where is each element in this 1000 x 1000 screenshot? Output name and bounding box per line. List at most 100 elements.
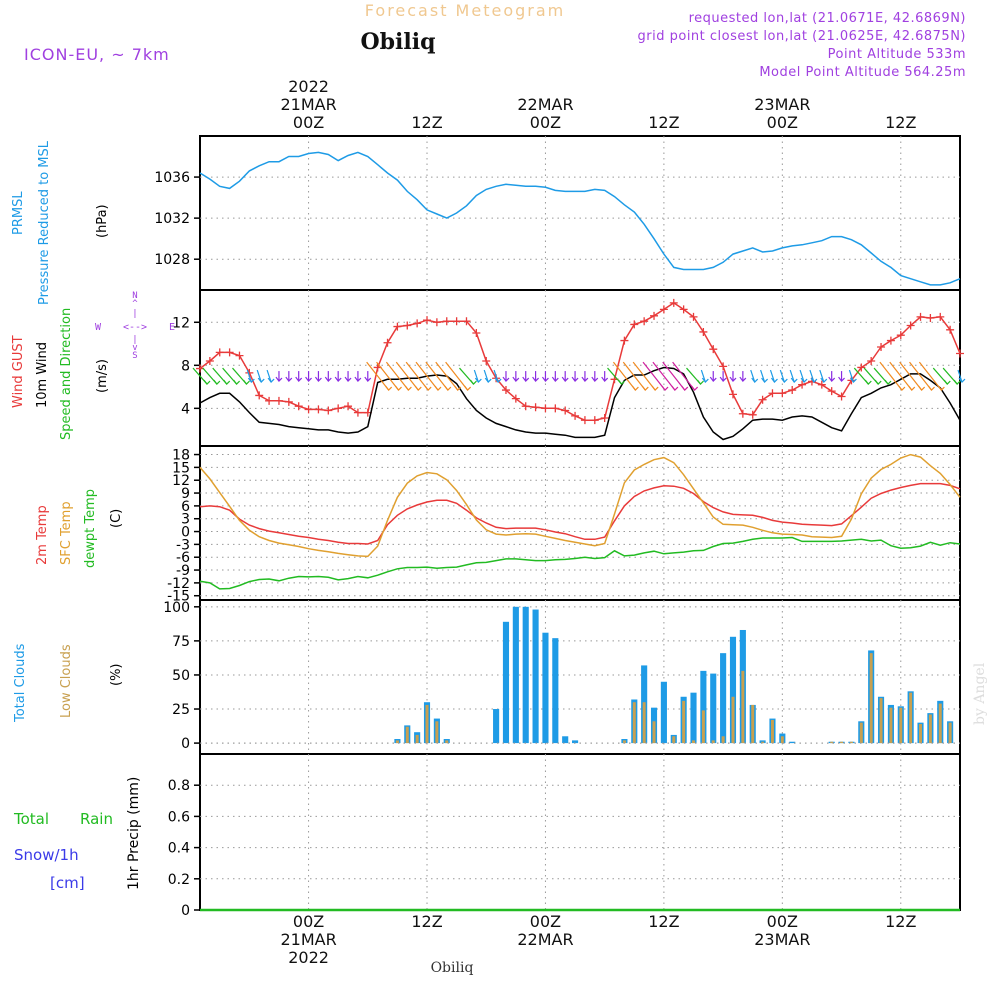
low-cloud-bar [899, 707, 903, 744]
y-tick-label: 1036 [154, 170, 190, 186]
info-line: grid point closest lon,lat (21.0625E, 42… [638, 29, 966, 44]
total-cloud-bar [522, 606, 529, 744]
gust-marker [531, 403, 540, 412]
location-title: Obiliq [360, 29, 435, 55]
top-time-label: 22MAR [517, 95, 573, 114]
wind-arrow-head [324, 376, 332, 382]
wind-arrow-head [334, 376, 342, 382]
wind-gust-line [199, 302, 961, 421]
wind-arrow [899, 361, 923, 391]
wind-arrow-head [275, 376, 283, 382]
wind10m-label: 10m Wind [35, 342, 50, 408]
top-time-label: 00Z [293, 113, 324, 132]
snow-label: Snow/1h [14, 846, 79, 864]
wind-arrow-head [581, 376, 589, 382]
wind-direction-arrows [192, 361, 966, 391]
temp-unit: (C) [109, 509, 124, 528]
y-tick-label: -6 [176, 550, 190, 566]
low-cloud-bar [948, 722, 952, 744]
precip-frame [199, 753, 961, 911]
total-cloud-bar [720, 653, 727, 744]
panels: 1028103210364812-15-12-9-6-3036912151802… [154, 135, 966, 919]
gust-marker [541, 404, 550, 413]
gust-marker [472, 329, 481, 338]
gust-marker [590, 416, 599, 425]
gust-marker [521, 402, 530, 411]
bottom-time-label: 2022 [288, 948, 329, 967]
wind-arrow-head [943, 379, 951, 385]
wind-arrow [879, 361, 903, 391]
wind-arrow-head [591, 376, 599, 382]
svg-text:|: | [132, 309, 137, 319]
gust-marker [867, 357, 876, 366]
y-tick-label: 0 [181, 525, 190, 541]
gust-label: Wind GUST [11, 335, 26, 408]
gust-marker [205, 357, 214, 366]
low-cloud-bar [711, 740, 715, 744]
total-cloud-bar [729, 636, 737, 744]
wind-arrow-head [828, 376, 836, 382]
gust-marker [748, 410, 757, 419]
wind-arrow-head [470, 379, 477, 385]
prmsl-line [199, 151, 961, 286]
gust-marker [334, 404, 343, 413]
gust-marker [827, 387, 836, 396]
gust-marker [719, 362, 728, 371]
wind-arrow-head [541, 376, 549, 382]
wind-arrow [632, 361, 656, 391]
gust-marker [304, 405, 313, 414]
y-tick-label: 0.8 [168, 778, 190, 794]
y-tick-label: 0 [181, 903, 190, 919]
y-tick-label: 0.6 [168, 809, 190, 825]
info-line: Model Point Altitude 564.25m [759, 65, 966, 80]
bottom-time-label: 00Z [767, 912, 798, 931]
gust-marker [462, 317, 471, 326]
wind-arrow-head [464, 385, 472, 391]
dewpt-temp-line [199, 536, 961, 590]
total-cloud-bar [512, 606, 519, 744]
gust-marker [640, 317, 649, 326]
wind-arrow-head [671, 385, 679, 391]
clouds-panel: 0 25 50 75 100 [163, 599, 961, 755]
wind-arrow-head [494, 377, 502, 383]
wind-arrow-head [285, 376, 293, 382]
compass-s: S [132, 351, 137, 361]
y-tick-label: 4 [181, 401, 190, 417]
low-cloud-bar [445, 740, 449, 744]
gust-marker [768, 389, 777, 398]
gust-marker [423, 316, 432, 325]
wind-arrow-head [631, 385, 639, 391]
gust-marker [689, 312, 698, 321]
gust-marker [452, 317, 461, 326]
low-cloud-bar [415, 734, 419, 744]
wind-arrow [889, 361, 913, 391]
low-cloud-bar [395, 740, 399, 744]
y-tick-label: 100 [163, 600, 190, 616]
gust-marker [511, 394, 520, 403]
wind-arrow [266, 369, 272, 383]
top-time-label: 21MAR [280, 95, 336, 114]
gust-marker [413, 319, 422, 328]
wind-arrow-head [800, 377, 808, 383]
gust-marker [738, 409, 747, 418]
wind-arrow-head [661, 385, 669, 391]
wind-arrow [809, 369, 815, 383]
gust-marker [758, 395, 767, 404]
wind-arrow-head [601, 376, 609, 382]
wind-arrow-head [414, 385, 422, 391]
gust-marker [344, 402, 353, 411]
low-cloud-bar [938, 703, 942, 744]
bottom-time-label: 12Z [648, 912, 679, 931]
gust-marker [284, 397, 293, 406]
gust-marker [265, 396, 274, 405]
wind-arrow [425, 361, 449, 391]
wind-direction-label: Speed and Direction [59, 308, 74, 440]
gust-marker [274, 396, 283, 405]
wind-arrow-head [213, 379, 221, 385]
gust-marker [798, 380, 807, 389]
low-cloud-bar [642, 702, 646, 744]
top-time-label: 23MAR [754, 95, 810, 114]
